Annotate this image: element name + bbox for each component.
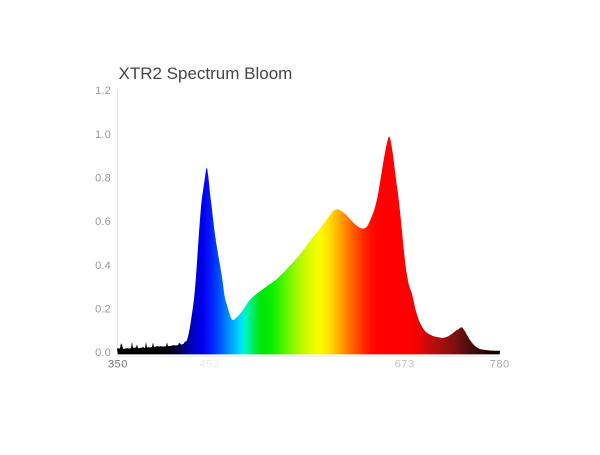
svg-text:0.2: 0.2 [95, 303, 111, 315]
svg-text:1.0: 1.0 [95, 129, 111, 141]
svg-text:0.4: 0.4 [95, 260, 111, 272]
svg-text:XTR2 Spectrum Bloom: XTR2 Spectrum Bloom [119, 64, 293, 83]
svg-text:673: 673 [395, 358, 415, 370]
svg-text:453: 453 [199, 358, 219, 370]
svg-text:0.6: 0.6 [95, 216, 111, 228]
svg-text:1.2: 1.2 [95, 85, 111, 97]
svg-text:350: 350 [108, 358, 128, 370]
svg-text:0.0: 0.0 [95, 347, 111, 359]
svg-text:0.8: 0.8 [95, 173, 111, 185]
svg-text:780: 780 [490, 358, 510, 370]
